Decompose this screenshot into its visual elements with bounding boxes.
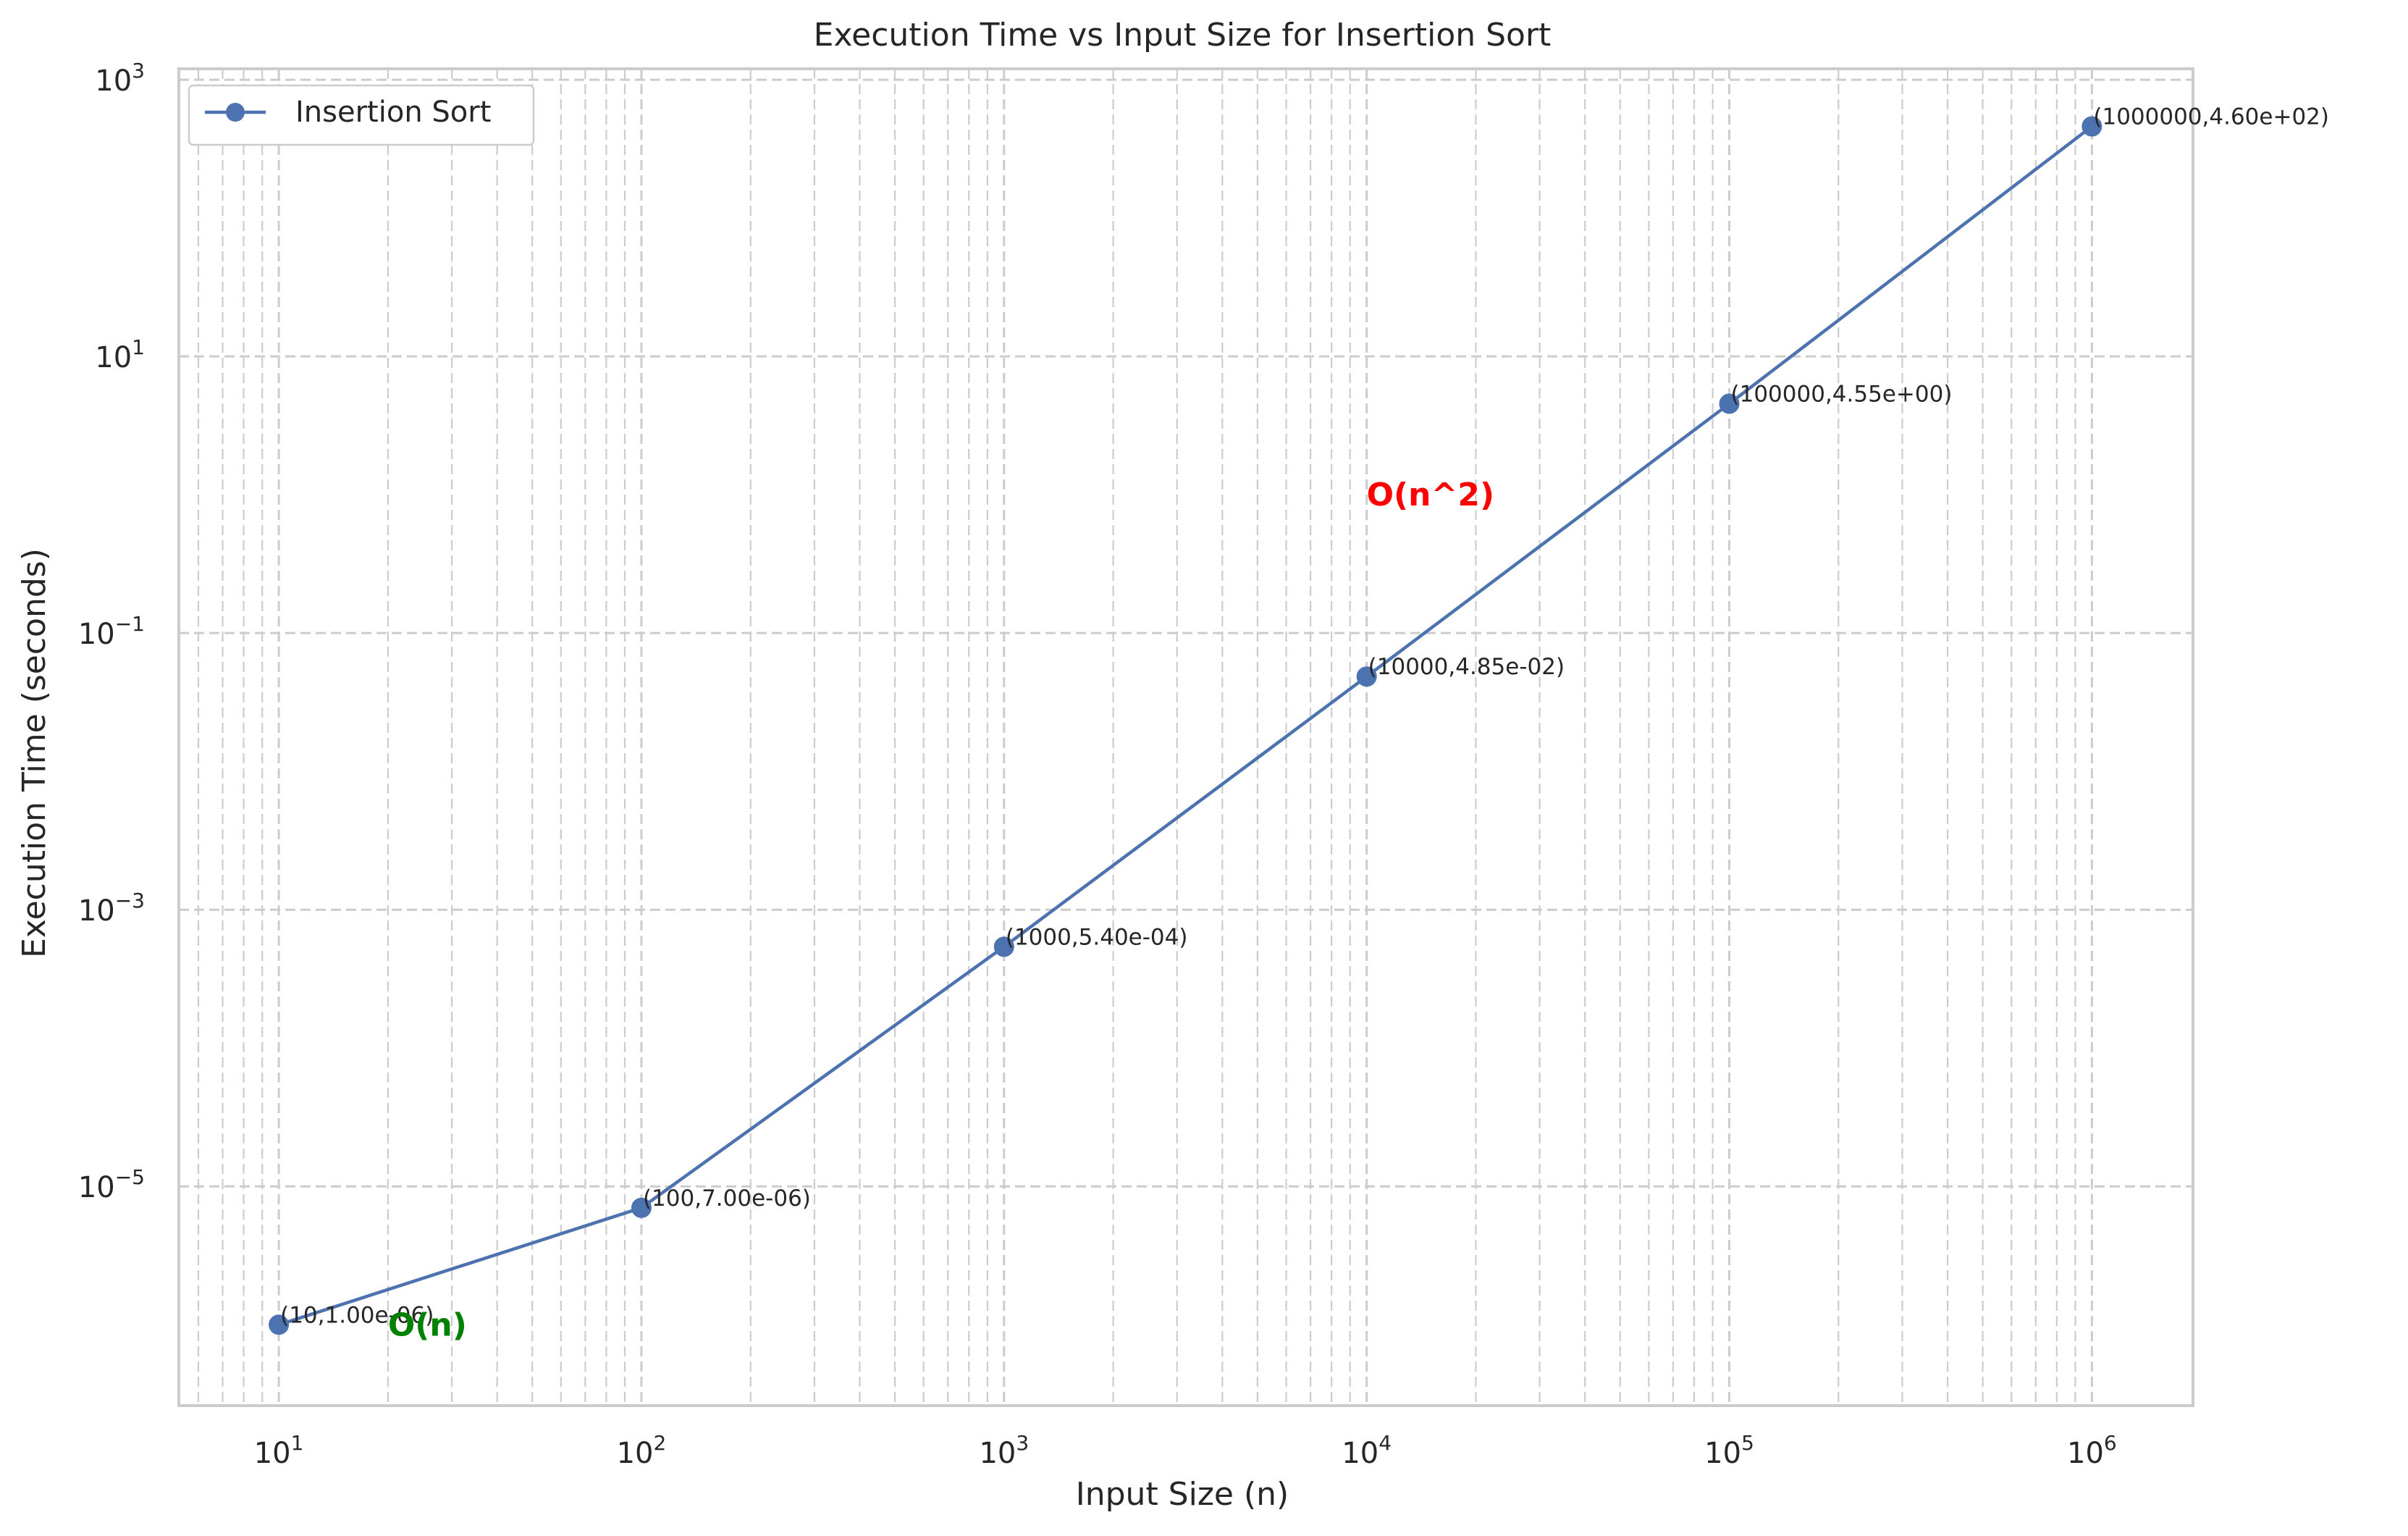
data-point-label: (10000,4.85e-02) [1368, 654, 1565, 680]
data-point [631, 1197, 652, 1218]
y-tick-label: 10−5 [78, 1165, 145, 1204]
legend-box [188, 84, 535, 146]
y-axis-ticks: 10−5 10−3 10−1 101 103 [78, 59, 145, 1204]
x-axis-ticks: 101 102 103 104 105 106 [254, 1431, 2117, 1470]
series-layer [269, 116, 2102, 1335]
x-tick-label: 101 [254, 1431, 304, 1470]
y-tick-label: 101 [95, 335, 145, 374]
annotation-label: O(n^2) [1367, 477, 1494, 513]
y-axis-label: Execution Time (seconds) [16, 548, 53, 958]
y-tick-label: 10−3 [78, 889, 145, 928]
grid [179, 69, 2193, 1406]
x-axis-label: Input Size (n) [1076, 1476, 1289, 1513]
legend-marker [226, 103, 245, 122]
legend: Insertion Sort [188, 84, 535, 146]
plot-frame [177, 67, 2194, 1407]
legend-entry-label: Insertion Sort [295, 96, 491, 129]
data-point-label: (1000000,4.60e+02) [2093, 104, 2329, 130]
x-tick-label: 103 [979, 1431, 1029, 1470]
annotations: O(n^2) O(n) [388, 477, 1494, 1343]
y-tick-label: 10−1 [78, 612, 145, 651]
data-labels: (10,1.00e-06) (100,7.00e-06) (1000,5.40e-0… [280, 104, 2329, 1329]
data-point-label: (100,7.00e-06) [643, 1185, 811, 1212]
y-tick-label: 103 [95, 59, 145, 98]
x-tick-label: 106 [2067, 1431, 2117, 1470]
annotation-label: O(n) [388, 1306, 467, 1343]
data-point [1719, 393, 1740, 414]
data-point-label: (10,1.00e-06) [280, 1302, 434, 1328]
data-point-label: (1000,5.40e-04) [1006, 924, 1188, 950]
chart-title: Execution Time vs Input Size for Inserti… [814, 17, 1552, 54]
x-tick-label: 104 [1342, 1431, 1392, 1470]
x-tick-label: 105 [1704, 1431, 1754, 1470]
data-point-label: (100000,4.55e+00) [1731, 381, 1953, 407]
data-point [993, 936, 1014, 957]
data-point [2081, 116, 2102, 137]
x-tick-label: 102 [617, 1431, 667, 1470]
data-point [1356, 666, 1377, 687]
series-line [278, 125, 2093, 1327]
data-point [269, 1314, 290, 1335]
